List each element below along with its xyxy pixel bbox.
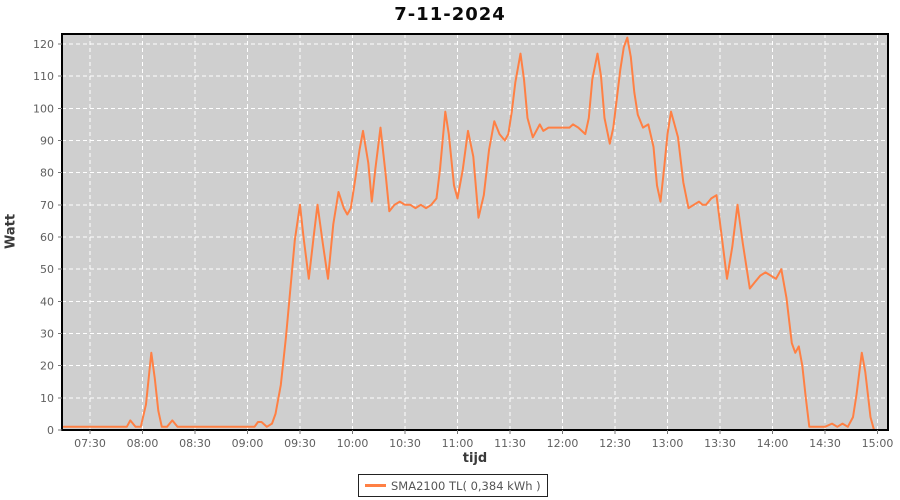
x-tick-label: 10:30 <box>389 437 421 450</box>
y-tick-label: 70 <box>40 199 54 212</box>
plot-frame <box>61 33 889 431</box>
plot-background <box>62 34 888 430</box>
chart-canvas: 07:30 08:00 08:30 09:00 09:30 10:00 10:30 11:00… <box>33 33 893 450</box>
y-tick-label: 0 <box>47 424 54 437</box>
x-tick-label: 07:30 <box>74 437 106 450</box>
y-tick-label: 50 <box>40 263 54 276</box>
y-tick-label: 60 <box>40 231 54 244</box>
y-tick-label: 100 <box>33 102 54 115</box>
series-line-sma2100 <box>62 36 875 431</box>
axis-ticks <box>58 43 878 434</box>
x-tick-label: 10:00 <box>337 437 369 450</box>
y-tick-label: 10 <box>40 392 54 405</box>
x-tick-label: 13:30 <box>704 437 736 450</box>
y-tick-label: 90 <box>40 135 54 148</box>
x-tick-label: 14:30 <box>809 437 841 450</box>
x-tick-label: 09:00 <box>232 437 264 450</box>
x-tick-label: 14:00 <box>757 437 789 450</box>
y-tick-label: 40 <box>40 295 54 308</box>
x-tick-label: 08:30 <box>179 437 211 450</box>
y-tick-label: 80 <box>40 167 54 180</box>
x-tick-label: 08:00 <box>127 437 159 450</box>
y-tick-label: 120 <box>33 38 54 51</box>
legend-line-swatch <box>365 484 386 487</box>
x-tick-label: 11:00 <box>442 437 474 450</box>
x-tick-label: 12:00 <box>547 437 579 450</box>
axis-tick-labels: 07:30 08:00 08:30 09:00 09:30 10:00 10:30 11:00… <box>33 38 893 450</box>
legend: SMA2100 TL( 0,384 kWh ) <box>358 474 548 497</box>
chart-title: 7-11-2024 <box>394 4 506 25</box>
x-tick-label: 12:30 <box>599 437 631 450</box>
y-axis-title: Watt <box>3 213 19 250</box>
y-tick-label: 30 <box>40 328 54 341</box>
x-tick-label: 09:30 <box>284 437 316 450</box>
y-tick-label: 20 <box>40 360 54 373</box>
y-tick-label: 110 <box>33 70 54 83</box>
x-tick-label: 15:00 <box>862 437 894 450</box>
legend-label: SMA2100 TL( 0,384 kWh ) <box>391 478 541 493</box>
x-tick-label: 11:30 <box>494 437 526 450</box>
x-tick-label: 13:00 <box>652 437 684 450</box>
gridlines <box>62 34 888 430</box>
x-axis-title: tijd <box>462 451 488 466</box>
